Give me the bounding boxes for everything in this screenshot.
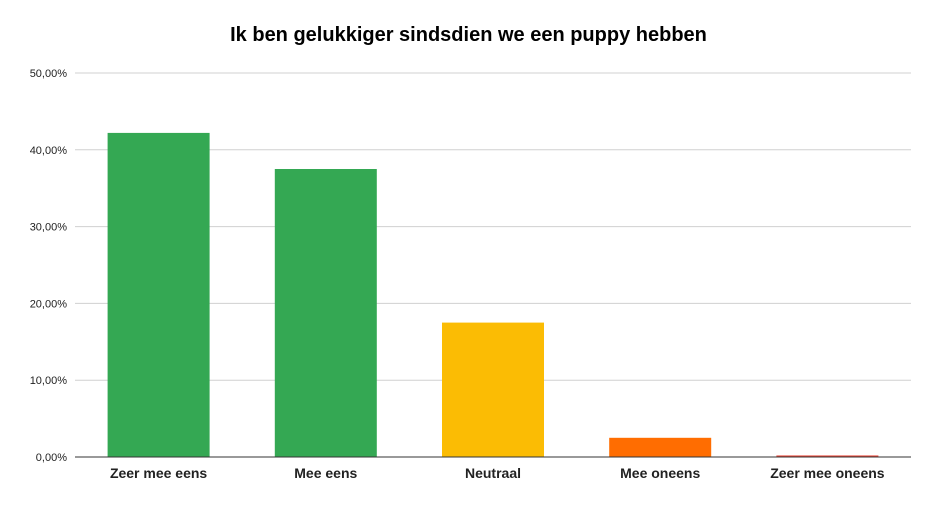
x-category-label: Neutraal bbox=[465, 465, 521, 481]
x-category-label: Zeer mee oneens bbox=[770, 465, 885, 481]
x-category-label: Mee oneens bbox=[620, 465, 700, 481]
bar-2 bbox=[442, 322, 544, 457]
y-tick-label: 0,00% bbox=[36, 452, 67, 464]
bar-4 bbox=[776, 455, 879, 457]
bar-3 bbox=[609, 437, 712, 457]
y-tick-label: 30,00% bbox=[30, 222, 68, 234]
y-tick-label: 20,00% bbox=[30, 298, 68, 310]
y-tick-label: 10,00% bbox=[30, 375, 68, 387]
y-tick-label: 40,00% bbox=[30, 145, 68, 157]
bar-0 bbox=[107, 132, 210, 458]
bar-1 bbox=[274, 169, 377, 457]
chart-title: Ik ben gelukkiger sindsdien we een puppy… bbox=[230, 24, 707, 46]
x-category-label: Mee eens bbox=[294, 465, 357, 481]
x-category-label: Zeer mee eens bbox=[110, 465, 207, 481]
y-tick-label: 50,00% bbox=[30, 68, 68, 80]
